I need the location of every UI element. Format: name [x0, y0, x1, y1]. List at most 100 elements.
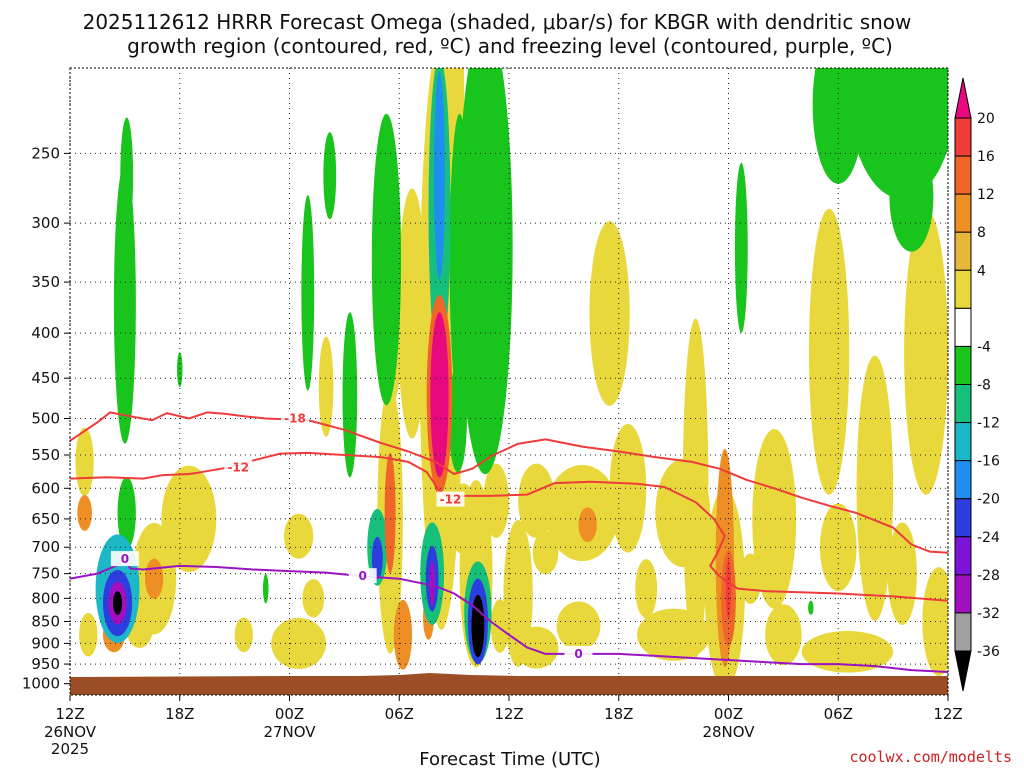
omega-cell	[734, 162, 748, 333]
omega-cell	[113, 162, 136, 444]
colorbar-bin	[954, 193, 972, 233]
pressure-tick-label: 300	[31, 214, 60, 232]
omega-cell	[556, 601, 601, 651]
omega-cell	[79, 613, 98, 657]
omega-cell	[284, 513, 314, 559]
omega-cell	[448, 364, 467, 473]
credit-link[interactable]: coolwx.com/modelts	[849, 748, 1012, 766]
chart-title-line2: growth region (contoured, red, ºC) and f…	[127, 34, 893, 58]
omega-cell	[887, 522, 917, 625]
colorbar-bin	[954, 384, 972, 424]
dgz-minus12-label: -12	[227, 460, 249, 474]
omega-cell	[765, 604, 802, 666]
omega-cell	[471, 594, 485, 658]
omega-cell	[302, 579, 325, 618]
colorbar-label: -36	[977, 644, 1000, 660]
omega-cell	[271, 617, 327, 669]
dgz-minus12-contour	[70, 451, 948, 602]
omega-cell	[457, 68, 513, 475]
pressure-tick-label: 950	[31, 655, 60, 673]
omega-cell	[808, 208, 850, 495]
dgz-minus18-contour	[70, 411, 948, 554]
colorbar-label: -28	[977, 568, 1000, 584]
omega-cell	[262, 573, 269, 604]
omega-cell	[112, 591, 123, 615]
pressure-tick-label: 350	[31, 273, 60, 291]
pressure-tick-label: 500	[31, 410, 60, 428]
year-tick-label: 2025	[51, 740, 89, 758]
omega-cell	[922, 567, 948, 676]
omega-cell	[144, 558, 164, 599]
colorbar-bin	[954, 155, 972, 195]
omega-cell	[801, 630, 894, 673]
colorbar-bin	[954, 460, 972, 500]
omega-cell	[371, 113, 402, 406]
omega-cell	[904, 208, 948, 495]
omega-cell	[342, 312, 358, 478]
omega-cell	[847, 68, 948, 200]
pressure-tick-label: 900	[31, 634, 60, 652]
colorbar-label: 12	[977, 187, 995, 203]
omega-cell	[609, 423, 647, 553]
time-tick-label: 00Z	[714, 705, 743, 723]
colorbar-bin	[954, 574, 972, 614]
pressure-tick-label: 450	[31, 369, 60, 387]
omega-cell	[384, 452, 396, 574]
freezing-level-contour	[70, 558, 948, 673]
freezing-level-label-bg	[348, 568, 377, 584]
colorbar-bin	[954, 117, 972, 157]
pressure-tick-label: 650	[31, 510, 60, 528]
pressure-tick-label: 700	[31, 538, 60, 556]
pressure-tick-label: 600	[31, 479, 60, 497]
omega-cell	[177, 352, 183, 388]
colorbar-bin	[954, 345, 972, 385]
colorbar-label: -12	[977, 416, 1000, 432]
omega-cell	[397, 188, 427, 439]
omega-cell	[752, 428, 797, 609]
colorbar-label: 4	[977, 263, 986, 279]
time-tick-label: 18Z	[165, 705, 194, 723]
omega-cell	[532, 531, 559, 575]
pressure-axis: 250 300 350 400 450 500 550 600 650 700 750 800 850 9…	[22, 144, 70, 693]
colorbar-bin	[954, 307, 972, 347]
pressure-tick-label: 850	[31, 613, 60, 631]
pressure-tick-label: 400	[31, 324, 60, 342]
omega-cell	[318, 336, 334, 437]
pressure-tick-label: 550	[31, 446, 60, 464]
omega-cell	[117, 476, 136, 549]
omega-cell	[393, 599, 413, 670]
colorbar-label: 20	[977, 111, 995, 127]
freezing-level-label: 0	[121, 552, 129, 566]
colorbar-bin	[954, 422, 972, 462]
colorbar-bin	[954, 269, 972, 309]
colorbar-label: -24	[977, 530, 1000, 546]
colorbar-bottom-arrow	[954, 650, 972, 692]
time-tick-label: 06Z	[385, 705, 414, 723]
omega-cell	[323, 132, 337, 220]
freezing-level-label-bg	[564, 645, 593, 661]
omega-cell	[75, 427, 94, 497]
colorbar-bin	[954, 498, 972, 538]
freezing-level-label-bg	[110, 551, 139, 567]
dgz-minus12-label-2: -12	[440, 493, 462, 507]
colorbar-label: 8	[977, 225, 986, 241]
time-tick-label: 00Z	[275, 705, 304, 723]
colorbar-label: -16	[977, 454, 1000, 470]
colorbar: 20 16 12 8 4 -4 -8 -12 -16 -20 -24 -28 -32 -36	[954, 77, 1000, 692]
dgz-minus12-label-bg	[224, 459, 253, 475]
omega-cell	[434, 72, 445, 280]
dgz-minus18-label-bg	[280, 410, 309, 426]
terrain-ground	[70, 673, 948, 695]
contour-lines: -18 -12 -12 0 0 0	[70, 410, 948, 673]
freezing-level-label: 0	[574, 647, 582, 661]
omega-cell	[161, 465, 217, 573]
date-tick-label: 26NOV	[44, 723, 97, 741]
dgz-minus18-label: -18	[284, 412, 306, 426]
pressure-tick-label: 800	[31, 589, 60, 607]
omega-cell	[483, 463, 509, 538]
omega-cell	[429, 561, 435, 607]
time-tick-label: 06Z	[824, 705, 853, 723]
colorbar-label: -4	[977, 339, 991, 355]
pressure-tick-label: 750	[31, 565, 60, 583]
